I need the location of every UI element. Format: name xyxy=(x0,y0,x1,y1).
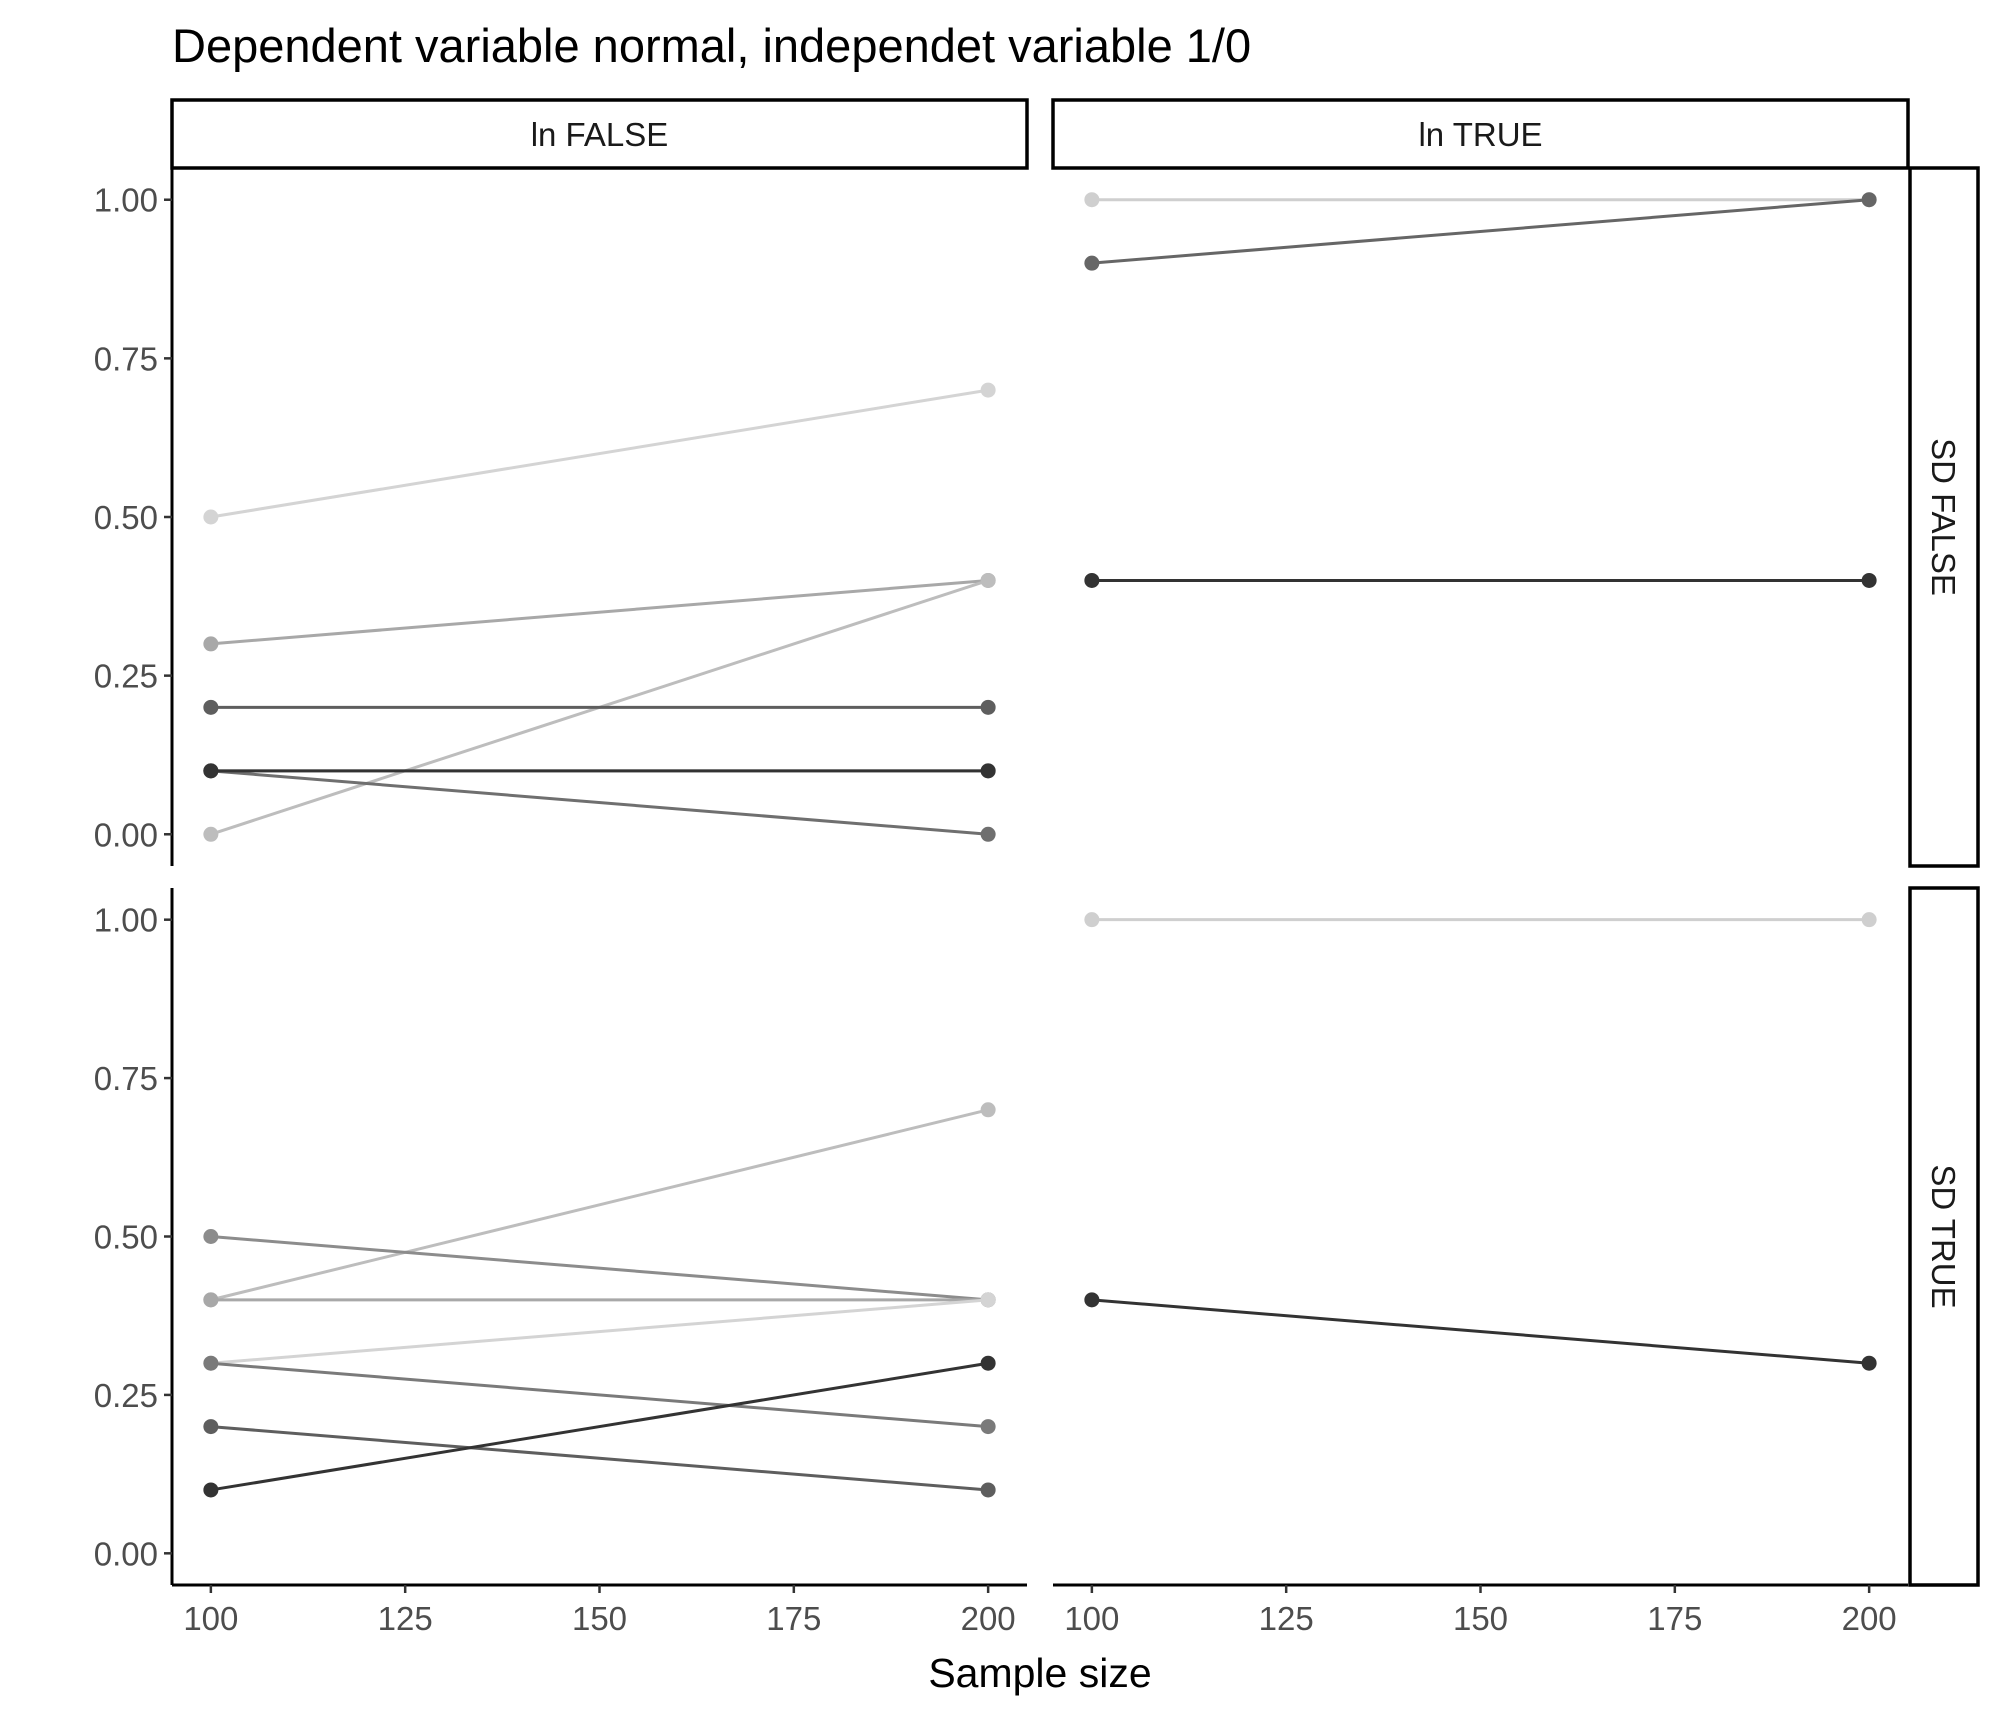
x-axis-title: Sample size xyxy=(928,1650,1151,1696)
data-point xyxy=(1084,572,1100,588)
y-tick-label: 0.75 xyxy=(94,1060,158,1097)
data-point xyxy=(980,1292,996,1308)
facet-strip-row-label: SD TRUE xyxy=(1925,1164,1962,1308)
data-point xyxy=(980,382,996,398)
facet-strip-row xyxy=(1908,166,1980,868)
data-point xyxy=(203,763,219,779)
x-tick-label: 175 xyxy=(766,1600,821,1637)
data-point xyxy=(1084,1292,1100,1308)
data-point xyxy=(980,1355,996,1371)
x-tick-label: 175 xyxy=(1647,1600,1702,1637)
y-tick-label: 1.00 xyxy=(94,182,158,219)
series-line xyxy=(1091,198,1870,265)
data-point xyxy=(1084,192,1100,208)
data-point xyxy=(1084,912,1100,928)
data-point xyxy=(203,1355,219,1371)
data-point xyxy=(980,572,996,588)
chart-title: Dependent variable normal, independet va… xyxy=(172,19,1251,72)
facet-strip-column-label: ln TRUE xyxy=(1418,116,1542,153)
data-point xyxy=(1861,1355,1877,1371)
data-point xyxy=(203,1419,219,1435)
data-point xyxy=(1084,255,1100,271)
y-tick-label: 1.00 xyxy=(94,902,158,939)
series-line xyxy=(210,1108,989,1302)
series-line xyxy=(210,1361,989,1492)
x-tick-label: 100 xyxy=(1064,1600,1119,1637)
series-line xyxy=(210,769,989,836)
data-point xyxy=(203,699,219,715)
x-tick-label: 125 xyxy=(1259,1600,1314,1637)
data-point xyxy=(980,1419,996,1435)
axes: 0.00 0.25 0.50 0.75 1.00 0.00 0.25 0.50 0.75 1.00… xyxy=(94,168,1908,1637)
facet-strip-column xyxy=(170,98,1029,170)
y-tick-label: 0.75 xyxy=(94,340,158,377)
data-point xyxy=(980,1482,996,1498)
facet-strip-row xyxy=(1908,886,1980,1587)
data-point xyxy=(203,826,219,842)
x-tick-label: 125 xyxy=(378,1600,433,1637)
data-point xyxy=(980,763,996,779)
facet-strip-column-label: ln FALSE xyxy=(531,116,669,153)
data-point xyxy=(203,1482,219,1498)
facet-strip-column xyxy=(1051,98,1910,170)
data-point xyxy=(203,1292,219,1308)
data-point xyxy=(1861,572,1877,588)
x-tick-label: 100 xyxy=(183,1600,238,1637)
data-point xyxy=(1861,192,1877,208)
series-line xyxy=(210,1298,989,1365)
data-point xyxy=(980,1102,996,1118)
series-line xyxy=(210,578,989,646)
y-tick-label: 0.25 xyxy=(94,658,158,695)
y-tick-label: 0.50 xyxy=(94,1219,158,1256)
data-point xyxy=(203,1229,219,1244)
facet-strip-row-label: SD FALSE xyxy=(1925,438,1962,596)
y-tick-label: 0.50 xyxy=(94,499,158,536)
y-tick-label: 0.00 xyxy=(94,1535,158,1572)
data-point xyxy=(203,509,219,525)
facet-frames: ln FALSE ln TRUE SD FALSE SD TRUE xyxy=(170,98,1980,1587)
data-point xyxy=(980,699,996,715)
data-point xyxy=(980,826,996,842)
series-line xyxy=(210,1235,989,1302)
series-line xyxy=(210,388,989,519)
y-tick-label: 0.25 xyxy=(94,1377,158,1414)
series-line xyxy=(210,1425,989,1492)
series-line xyxy=(1091,1298,1870,1365)
data-point xyxy=(203,636,219,652)
x-tick-label: 150 xyxy=(572,1600,627,1637)
data-point xyxy=(1861,912,1877,928)
series-line xyxy=(210,1361,989,1429)
x-tick-label: 150 xyxy=(1453,1600,1508,1637)
x-tick-label: 200 xyxy=(961,1600,1016,1637)
x-tick-label: 200 xyxy=(1842,1600,1897,1637)
y-tick-label: 0.00 xyxy=(94,816,158,853)
plot-marks xyxy=(203,192,1877,1498)
